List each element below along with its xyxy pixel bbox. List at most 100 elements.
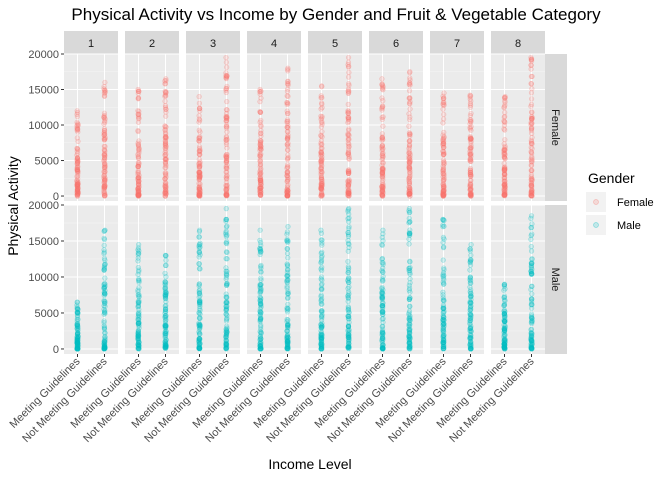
data-point <box>136 188 142 195</box>
data-point <box>257 152 263 159</box>
data-point <box>284 170 291 176</box>
data-point <box>74 173 80 180</box>
data-point <box>135 192 141 198</box>
data-point <box>102 163 108 169</box>
data-point <box>346 155 352 161</box>
data-point <box>74 178 80 185</box>
data-point <box>223 193 230 199</box>
y-axis-title: Physical Activity <box>5 156 21 256</box>
data-point <box>162 127 168 133</box>
data-point <box>501 310 508 316</box>
data-point <box>257 99 263 105</box>
data-point <box>74 187 80 193</box>
data-point <box>102 183 108 189</box>
data-point <box>285 81 291 87</box>
data-point <box>223 190 230 197</box>
data-point <box>258 330 264 336</box>
data-point <box>380 167 386 173</box>
data-point <box>224 268 230 274</box>
data-point <box>101 190 107 196</box>
data-point <box>74 155 81 161</box>
data-point <box>162 149 168 155</box>
data-point <box>257 167 264 173</box>
data-point <box>284 238 290 244</box>
data-point <box>196 248 202 255</box>
data-point <box>196 192 202 199</box>
panel-background <box>247 205 301 354</box>
data-point <box>162 92 168 98</box>
data-point <box>196 192 202 198</box>
data-point <box>467 310 473 316</box>
column-strip-label: 6 <box>393 38 399 50</box>
data-point <box>468 241 474 248</box>
data-point <box>441 111 447 118</box>
data-point <box>319 119 325 125</box>
data-point <box>197 172 203 178</box>
data-point <box>196 119 202 125</box>
data-point <box>257 185 263 191</box>
data-point <box>528 101 535 108</box>
data-point <box>379 107 385 113</box>
data-point <box>258 179 264 185</box>
data-point <box>196 105 203 111</box>
data-point <box>501 168 508 174</box>
y-tick-label: 5000 <box>35 156 59 168</box>
data-point <box>135 142 142 148</box>
data-point <box>102 147 108 153</box>
data-point <box>75 181 81 187</box>
data-point <box>135 182 142 188</box>
data-point <box>135 184 142 191</box>
data-point <box>197 108 203 114</box>
data-point <box>102 93 108 99</box>
data-point <box>345 229 351 235</box>
data-point <box>162 180 168 186</box>
data-point <box>257 164 263 170</box>
y-tick-label: 0 <box>53 191 59 203</box>
data-point <box>258 262 264 269</box>
data-point <box>74 188 80 194</box>
data-point <box>224 124 230 130</box>
data-point <box>102 261 108 267</box>
data-point <box>406 220 412 226</box>
data-point <box>258 133 264 139</box>
data-point <box>163 185 169 191</box>
data-point <box>102 136 108 142</box>
data-point <box>285 188 291 194</box>
data-point <box>345 64 352 70</box>
data-point <box>529 231 535 237</box>
data-point <box>223 191 230 197</box>
data-point <box>163 77 169 84</box>
data-point <box>285 295 291 301</box>
data-point <box>102 176 108 182</box>
data-point <box>101 86 107 92</box>
data-point <box>74 108 80 114</box>
data-point <box>196 156 202 162</box>
data-point <box>162 142 168 148</box>
data-point <box>223 192 229 198</box>
data-point <box>162 161 169 167</box>
data-point <box>197 145 203 152</box>
data-point <box>257 169 263 175</box>
data-point <box>224 115 230 122</box>
data-point <box>406 88 413 94</box>
data-point <box>136 345 142 351</box>
data-point <box>284 245 290 252</box>
data-point <box>223 256 229 262</box>
data-point <box>284 192 290 198</box>
data-point <box>163 162 169 168</box>
data-point <box>257 189 263 196</box>
data-point <box>345 116 352 122</box>
facet-panels: 1 2 3 4 5 6 7 8FemaleMale0500010000150002000005… <box>8 31 567 445</box>
data-point <box>285 155 291 162</box>
data-point <box>224 185 230 191</box>
data-point <box>136 182 142 188</box>
data-point <box>196 261 202 267</box>
data-point <box>74 309 81 316</box>
data-point <box>345 277 351 283</box>
data-point <box>102 192 108 198</box>
data-point <box>102 177 108 183</box>
data-point <box>102 182 108 189</box>
facet-panel <box>125 53 179 201</box>
data-point <box>345 54 352 61</box>
data-point <box>163 345 169 351</box>
